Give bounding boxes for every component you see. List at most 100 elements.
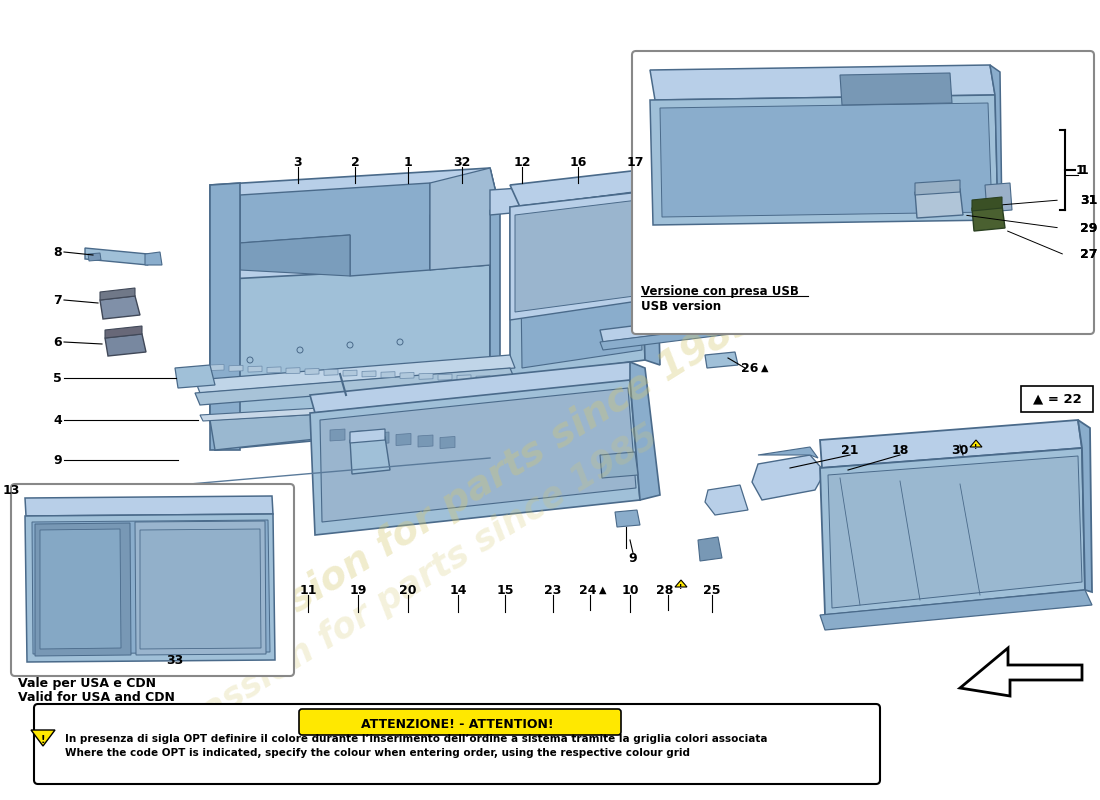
Polygon shape (630, 362, 660, 500)
Polygon shape (32, 520, 270, 654)
Polygon shape (352, 430, 367, 442)
Text: 28: 28 (657, 583, 673, 597)
Polygon shape (418, 435, 433, 447)
Polygon shape (840, 73, 952, 105)
Polygon shape (324, 370, 338, 375)
FancyBboxPatch shape (1021, 386, 1093, 412)
Polygon shape (828, 456, 1082, 608)
Text: 6: 6 (54, 335, 62, 349)
Polygon shape (195, 368, 515, 405)
Polygon shape (490, 168, 500, 420)
Polygon shape (248, 366, 262, 372)
Text: 8: 8 (54, 246, 62, 258)
Text: 2: 2 (351, 157, 360, 170)
Polygon shape (650, 95, 998, 225)
Polygon shape (758, 447, 818, 458)
Polygon shape (515, 200, 642, 312)
Polygon shape (210, 405, 500, 450)
Text: 21: 21 (842, 443, 859, 457)
Polygon shape (820, 420, 1082, 468)
Text: 25: 25 (703, 583, 720, 597)
Text: 1: 1 (404, 157, 412, 170)
Polygon shape (200, 398, 493, 421)
Text: 10: 10 (621, 583, 639, 597)
Polygon shape (1078, 420, 1092, 592)
Polygon shape (510, 192, 645, 378)
Polygon shape (830, 460, 868, 485)
Polygon shape (25, 514, 275, 662)
Polygon shape (31, 730, 55, 746)
Polygon shape (305, 369, 319, 374)
Polygon shape (310, 362, 640, 413)
Polygon shape (210, 168, 500, 325)
Polygon shape (210, 365, 224, 370)
Text: ▲: ▲ (600, 585, 606, 595)
Polygon shape (286, 368, 300, 374)
Text: 3: 3 (294, 157, 302, 170)
Polygon shape (381, 372, 395, 378)
Polygon shape (267, 367, 280, 373)
Polygon shape (915, 189, 962, 218)
Text: 26: 26 (741, 362, 759, 374)
Text: USB version: USB version (641, 300, 722, 313)
Text: 19: 19 (350, 583, 366, 597)
Polygon shape (990, 65, 1002, 222)
FancyBboxPatch shape (34, 704, 880, 784)
Polygon shape (140, 529, 261, 649)
Polygon shape (100, 288, 135, 300)
Polygon shape (510, 170, 650, 207)
Polygon shape (175, 365, 214, 388)
Text: 5: 5 (53, 371, 62, 385)
Polygon shape (350, 429, 385, 443)
Polygon shape (510, 192, 645, 320)
Text: In presenza di sigla OPT definire il colore durante l’inserimento dell’ordine a : In presenza di sigla OPT definire il col… (65, 734, 768, 744)
Polygon shape (520, 200, 642, 368)
Polygon shape (984, 183, 1012, 212)
Text: ▲ = 22: ▲ = 22 (1033, 393, 1081, 406)
Polygon shape (600, 322, 763, 350)
Text: 30: 30 (952, 443, 969, 457)
Text: 16: 16 (570, 157, 586, 170)
Polygon shape (752, 455, 825, 500)
Text: 15: 15 (496, 583, 514, 597)
Polygon shape (210, 183, 240, 450)
Polygon shape (705, 352, 738, 368)
Polygon shape (240, 183, 430, 276)
Text: 20: 20 (399, 583, 417, 597)
Text: !: ! (41, 735, 45, 745)
Polygon shape (320, 388, 636, 522)
Text: passion for parts since 1985: passion for parts since 1985 (175, 418, 664, 742)
Polygon shape (400, 373, 414, 378)
Polygon shape (430, 168, 500, 270)
Text: !: ! (975, 444, 978, 450)
Polygon shape (820, 448, 1085, 615)
Polygon shape (310, 380, 640, 535)
Text: ▲: ▲ (761, 363, 769, 373)
Text: 14: 14 (449, 583, 466, 597)
Polygon shape (820, 590, 1092, 630)
Polygon shape (195, 355, 515, 393)
Text: Versione con presa USB: Versione con presa USB (641, 285, 799, 298)
Polygon shape (104, 326, 142, 338)
FancyBboxPatch shape (11, 484, 294, 676)
Polygon shape (490, 188, 522, 215)
Text: 32: 32 (453, 157, 471, 170)
Polygon shape (419, 374, 433, 379)
Text: ATTENZIONE! - ATTENTION!: ATTENZIONE! - ATTENTION! (361, 718, 553, 730)
Polygon shape (640, 170, 660, 365)
Text: 9: 9 (54, 454, 62, 466)
Polygon shape (650, 65, 996, 100)
Polygon shape (40, 529, 121, 649)
Text: 11: 11 (299, 583, 317, 597)
Polygon shape (960, 648, 1082, 696)
Text: Valid for USA and CDN: Valid for USA and CDN (18, 691, 175, 704)
Text: 13: 13 (2, 483, 20, 497)
Text: 29: 29 (1080, 222, 1098, 234)
Polygon shape (362, 371, 376, 377)
Text: 23: 23 (544, 583, 562, 597)
Text: 4: 4 (53, 414, 62, 426)
Text: 24: 24 (580, 583, 596, 597)
Text: Vale per USA e CDN: Vale per USA e CDN (18, 677, 156, 690)
Text: 17: 17 (626, 157, 644, 170)
Polygon shape (705, 485, 748, 515)
